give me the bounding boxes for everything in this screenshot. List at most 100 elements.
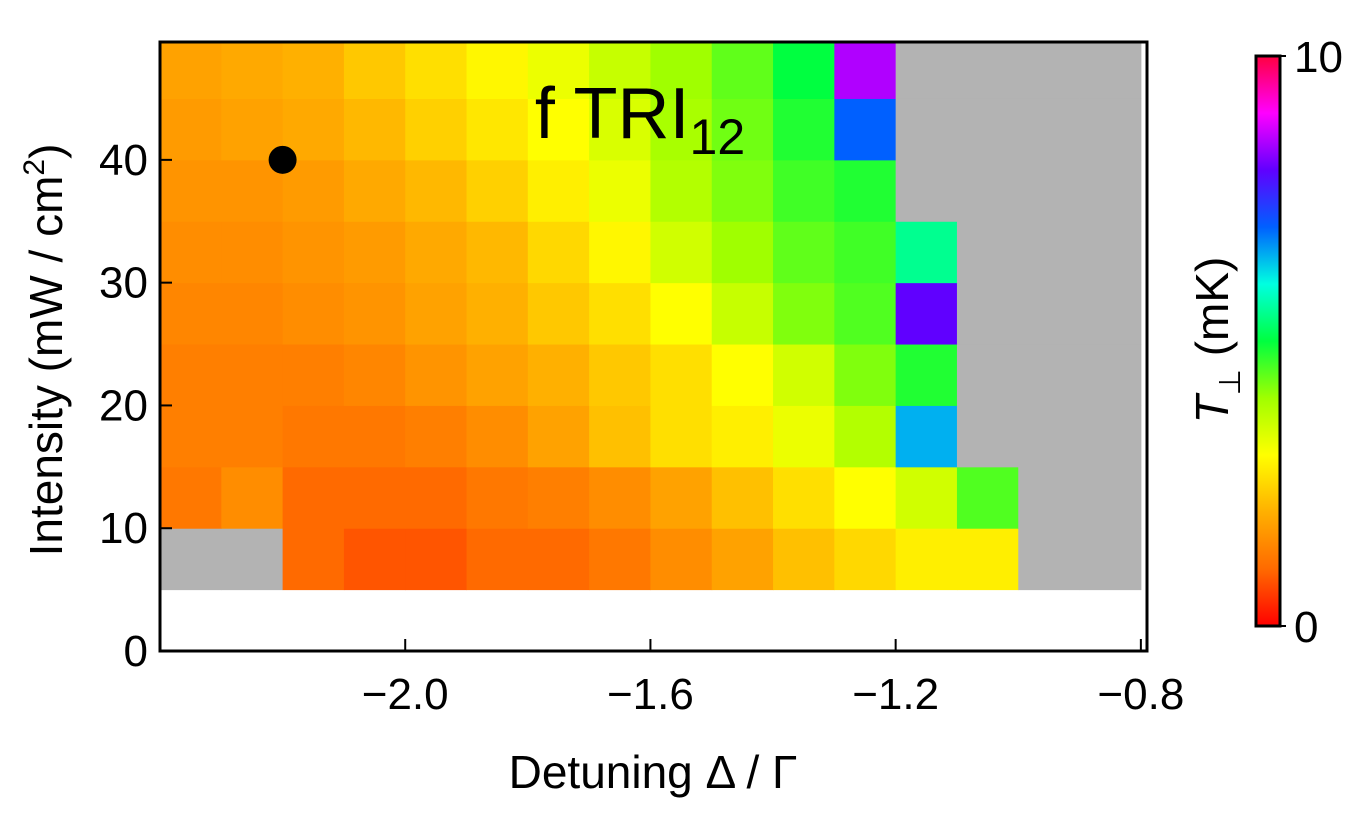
missing-cell xyxy=(956,282,1019,345)
missing-cell xyxy=(1018,528,1081,591)
heat-cell xyxy=(405,528,468,591)
y-tick-label: 30 xyxy=(99,259,148,308)
y-label-superscript: 2 xyxy=(18,159,51,176)
missing-cell xyxy=(1018,42,1081,99)
heat-cell xyxy=(589,344,651,406)
chart-title: f TRI12 xyxy=(535,74,745,165)
heat-cell xyxy=(711,42,774,99)
missing-cell xyxy=(1079,282,1142,345)
heat-cell xyxy=(221,344,284,406)
heat-cell xyxy=(589,98,651,161)
heat-cell xyxy=(895,405,958,468)
heat-cell xyxy=(160,98,222,161)
x-axis-label: Detuning Δ / Γ xyxy=(509,746,798,798)
missing-cell xyxy=(956,221,1019,284)
heat-cell xyxy=(466,466,529,529)
heat-cell xyxy=(282,405,345,468)
missing-cell xyxy=(1079,98,1142,161)
heat-cell xyxy=(405,159,468,222)
heat-cell xyxy=(834,159,897,222)
heat-cell xyxy=(773,159,835,222)
heat-cell xyxy=(343,466,406,529)
title-subscript: 12 xyxy=(690,109,746,165)
heat-cell xyxy=(895,344,958,406)
heat-cell xyxy=(589,42,651,99)
heat-cell xyxy=(282,344,345,406)
missing-cell xyxy=(956,159,1019,222)
heat-cell xyxy=(466,405,529,468)
missing-cell xyxy=(1079,344,1142,406)
missing-cell xyxy=(1018,282,1081,345)
heat-cell xyxy=(834,466,897,529)
heat-cell xyxy=(343,42,406,99)
heat-cell xyxy=(895,221,958,284)
heat-cell xyxy=(834,405,897,468)
heat-cell xyxy=(343,405,406,468)
heat-cell xyxy=(343,159,406,222)
heat-cell xyxy=(282,42,345,99)
heat-cell xyxy=(282,221,345,284)
y-tick-label: 0 xyxy=(124,627,148,676)
heat-cell xyxy=(650,344,713,406)
heat-cell xyxy=(160,159,222,222)
missing-cell xyxy=(895,42,958,99)
heat-cell xyxy=(343,282,406,345)
heat-cell xyxy=(527,405,590,468)
heat-cell xyxy=(956,528,1019,591)
heat-cell xyxy=(527,42,590,99)
heat-cell xyxy=(589,405,651,468)
x-tick-label: −0.8 xyxy=(1097,670,1184,719)
heat-cell xyxy=(221,221,284,284)
heat-cell xyxy=(773,344,835,406)
heat-cell xyxy=(527,159,590,222)
heat-cell xyxy=(282,466,345,529)
heat-cell xyxy=(343,344,406,406)
heat-cell xyxy=(466,344,529,406)
missing-cell xyxy=(1018,98,1081,161)
heat-cell xyxy=(160,405,222,468)
heat-cell xyxy=(405,98,468,161)
heat-cell xyxy=(711,98,774,161)
missing-cell xyxy=(1018,405,1081,468)
heat-cell xyxy=(711,159,774,222)
heat-cell xyxy=(466,282,529,345)
x-tick-label: −1.2 xyxy=(852,670,939,719)
heat-cell xyxy=(527,282,590,345)
heat-cell xyxy=(343,528,406,591)
heat-cell xyxy=(405,344,468,406)
heat-cell xyxy=(221,405,284,468)
missing-cell xyxy=(1018,466,1081,529)
heat-cell xyxy=(834,221,897,284)
x-tick-label: −1.6 xyxy=(607,670,694,719)
colorbar-label-subscript: ⊥ xyxy=(1214,369,1247,395)
heat-cell xyxy=(527,98,590,161)
marker-point xyxy=(268,145,297,174)
heat-cell xyxy=(282,98,345,161)
missing-cell xyxy=(895,98,958,161)
heat-cell xyxy=(956,466,1019,529)
heat-cell xyxy=(895,282,958,345)
heat-cell xyxy=(773,282,835,345)
y-label-suffix: ) xyxy=(20,144,72,159)
heat-cell xyxy=(650,159,713,222)
heat-cell xyxy=(711,405,774,468)
heat-cell xyxy=(466,528,529,591)
heat-cell xyxy=(466,221,529,284)
heat-cell xyxy=(650,282,713,345)
y-label-text: Intensity (mW / cm xyxy=(20,176,72,557)
heat-cell xyxy=(773,42,835,99)
missing-cell xyxy=(1079,221,1142,284)
missing-cell xyxy=(1079,405,1142,468)
heat-cell xyxy=(650,42,713,99)
heat-cell xyxy=(405,282,468,345)
heat-cell xyxy=(895,528,958,591)
heat-cell xyxy=(589,282,651,345)
colorbar xyxy=(1254,54,1282,628)
heat-cell xyxy=(221,42,284,99)
heat-cell xyxy=(343,98,406,161)
missing-cell xyxy=(1018,221,1081,284)
heat-cell xyxy=(343,221,406,284)
heat-cell xyxy=(589,159,651,222)
heat-cell xyxy=(589,221,651,284)
